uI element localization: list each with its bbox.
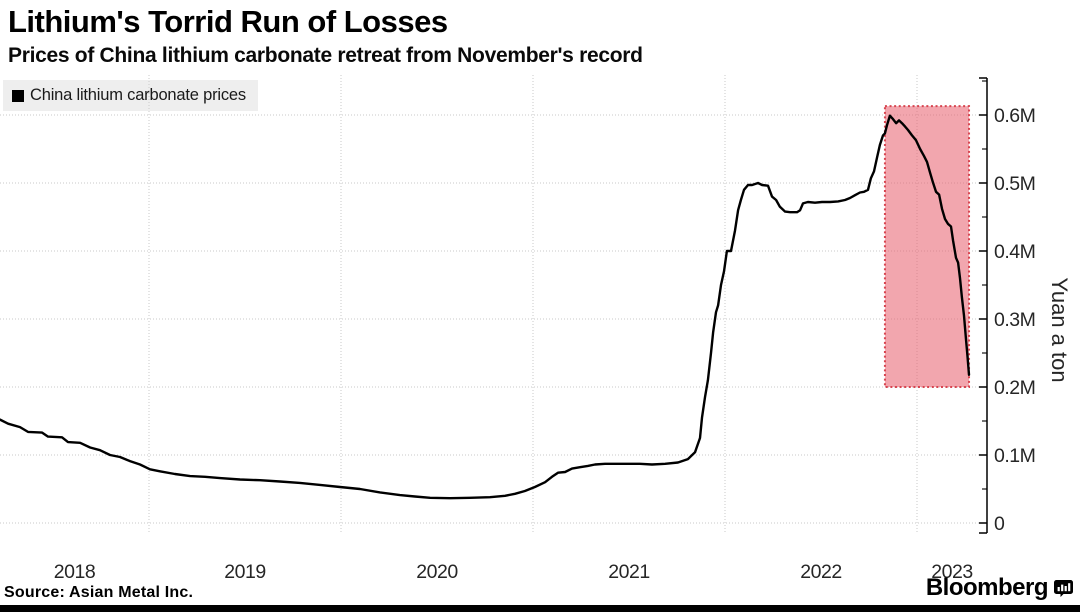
highlight-region: [883, 105, 971, 388]
y-tick-label: 0.1M: [994, 445, 1035, 467]
y-tick-label: 0.6M: [994, 105, 1035, 127]
y-tick-label: 0.2M: [994, 377, 1035, 399]
x-tick-label: 2022: [800, 561, 841, 583]
bottom-bar: [0, 605, 1080, 612]
x-tick-label: 2019: [224, 561, 265, 583]
chart-subtitle: Prices of China lithium carbonate retrea…: [8, 44, 643, 67]
x-tick-label: 2018: [54, 561, 95, 583]
legend-series-marker-icon: [12, 89, 24, 102]
legend: China lithium carbonate prices: [3, 80, 258, 111]
y-tick-label: 0.5M: [994, 173, 1035, 195]
y-axis-title: Yuan a ton: [1047, 277, 1072, 382]
source-note: Source: Asian Metal Inc.: [4, 584, 194, 601]
x-tick-label: 2021: [608, 561, 649, 583]
y-tick-label: 0: [994, 513, 1005, 535]
y-tick-label: 0.3M: [994, 309, 1035, 331]
bloomberg-wordmark: Bloomberg: [925, 574, 1049, 601]
x-tick-label: 2023: [931, 561, 972, 583]
bloomberg-logo-icon: [1054, 579, 1073, 597]
y-tick-label: 0.4M: [994, 241, 1035, 263]
brand-mark: Bloomberg: [926, 574, 1073, 602]
x-tick-label: 2020: [416, 561, 458, 583]
price-line: [0, 114, 971, 500]
chart-title: Lithium's Torrid Run of Losses: [8, 4, 448, 39]
legend-label: China lithium carbonate prices: [30, 86, 246, 104]
